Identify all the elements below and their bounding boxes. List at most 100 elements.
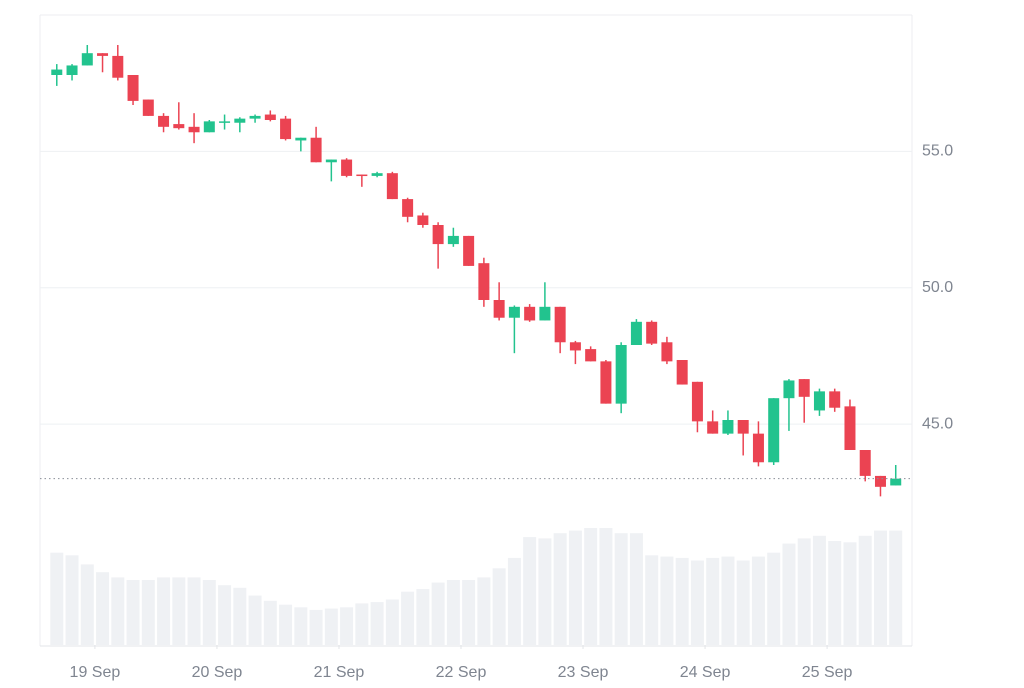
volume-bar	[187, 577, 201, 645]
candle-body	[127, 75, 139, 101]
candle-body	[432, 225, 444, 245]
volume-bar	[431, 582, 445, 645]
volume-bar	[645, 555, 659, 645]
x-tick-label: 23 Sep	[558, 664, 609, 681]
volume-bar	[675, 557, 689, 645]
volume-bar	[629, 533, 643, 645]
volume-bar	[233, 587, 247, 645]
y-tick-label: 45.0	[922, 415, 953, 432]
candle-body	[417, 215, 429, 225]
volume-bar	[401, 591, 415, 645]
x-tick-label: 19 Sep	[70, 664, 121, 681]
candle-body	[539, 306, 551, 321]
volume-bar	[721, 556, 735, 645]
volume-bar	[873, 530, 887, 645]
volume-bar	[96, 572, 110, 645]
candle-body	[203, 121, 215, 133]
candle-body	[813, 391, 825, 411]
candle-body	[722, 420, 734, 434]
candle-body	[859, 450, 871, 476]
x-tick-label: 22 Sep	[436, 664, 487, 681]
candle-body	[341, 159, 353, 176]
volume-bar	[477, 577, 491, 645]
volume-bar	[843, 542, 857, 645]
volume-bar	[294, 607, 308, 645]
candle-body	[264, 114, 276, 120]
volume-bar	[507, 557, 521, 645]
volume-bar	[706, 557, 720, 645]
candle-body	[371, 173, 383, 176]
volume-bar	[50, 552, 64, 645]
volume-bar	[828, 541, 842, 645]
volume-bar	[370, 602, 384, 645]
volume-bar	[416, 589, 430, 645]
candle-body	[325, 159, 337, 163]
volume-bar	[660, 556, 674, 645]
candle-body	[280, 118, 292, 140]
candle-body	[752, 433, 764, 463]
candle-body	[478, 263, 490, 300]
volume-bar	[858, 535, 872, 645]
volume-bar	[523, 537, 537, 645]
volume-bar	[80, 564, 94, 645]
volume-bar	[446, 580, 460, 645]
candle-body	[615, 345, 627, 404]
volume-bar	[538, 538, 552, 645]
volume-bar	[111, 577, 125, 645]
candle-body	[707, 421, 719, 434]
volume-bar	[568, 530, 582, 645]
volume-bar	[462, 580, 476, 645]
volume-bar	[767, 552, 781, 645]
candle-body	[356, 174, 368, 177]
candle-body	[463, 235, 475, 266]
volume-bar	[126, 580, 140, 645]
volume-bar	[157, 577, 171, 645]
x-tick-label: 24 Sep	[680, 664, 731, 681]
volume-bar	[690, 560, 704, 645]
volume-bar	[614, 533, 628, 645]
candle-body	[112, 55, 124, 78]
candle-body	[691, 381, 703, 422]
candle-body	[600, 361, 612, 404]
candle-body	[234, 118, 246, 123]
candle-body	[737, 420, 749, 434]
candle-body	[219, 121, 231, 123]
candle-body	[569, 342, 581, 351]
volume-bar	[324, 608, 338, 645]
volume-bar	[492, 568, 506, 645]
volume-bar	[797, 538, 811, 645]
candle-body	[646, 321, 658, 344]
candle-body	[188, 126, 200, 133]
candle-body	[874, 475, 886, 487]
volume-bar	[218, 585, 232, 645]
volume-bar	[812, 535, 826, 645]
candle-body	[173, 124, 185, 129]
candle-body	[447, 235, 459, 245]
x-tick-label: 20 Sep	[192, 664, 243, 681]
candle-body	[890, 478, 902, 486]
volume-bar	[172, 577, 186, 645]
candle-body	[51, 69, 63, 75]
volume-bar	[248, 595, 262, 645]
volume-bar	[553, 533, 567, 645]
candle-body	[524, 306, 536, 321]
volume-bar	[202, 580, 216, 645]
candle-body	[493, 300, 505, 318]
volume-bar	[340, 607, 354, 645]
candle-body	[844, 406, 856, 450]
candle-body	[585, 349, 597, 362]
volume-bar	[889, 530, 903, 645]
y-tick-label: 55.0	[922, 143, 953, 160]
candle-body	[386, 173, 398, 200]
volume-bar	[65, 555, 79, 645]
volume-bar	[736, 560, 750, 645]
candle-body	[630, 321, 642, 345]
volume-bar	[782, 543, 796, 645]
candle-body	[402, 199, 414, 217]
volume-bar	[385, 599, 399, 645]
candle-body	[508, 306, 520, 318]
candle-body	[783, 380, 795, 399]
volume-bar	[263, 600, 277, 645]
candle-body	[676, 360, 688, 385]
